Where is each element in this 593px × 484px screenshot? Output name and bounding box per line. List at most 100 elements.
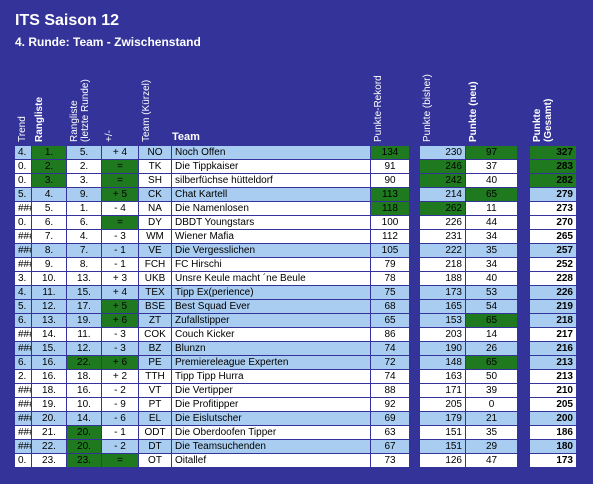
table-cell: + 3 (102, 272, 138, 285)
table-cell: Zufallstipper (172, 314, 370, 327)
table-cell: ### (15, 342, 31, 355)
table-cell: 35 (466, 244, 517, 257)
table-cell: 3. (67, 174, 101, 187)
table-cell: 1. (67, 202, 101, 215)
table-cell: 69 (371, 412, 409, 425)
table-cell: 13. (32, 314, 66, 327)
table-cell: 100 (371, 216, 409, 229)
table-cell: 88 (371, 384, 409, 397)
table-cell: Die Tippkaiser (172, 160, 370, 173)
table-cell: 40 (466, 272, 517, 285)
table-cell: - 3 (102, 230, 138, 243)
table-cell: 3. (15, 272, 31, 285)
table-cell: 231 (420, 230, 465, 243)
table-cell: 75 (371, 286, 409, 299)
table-cell: DT (139, 440, 171, 453)
table-cell: 1. (32, 146, 66, 159)
table-cell: 213 (530, 370, 576, 383)
table-cell: VT (139, 384, 171, 397)
table-cell: 5. (15, 300, 31, 313)
table-cell: 40 (466, 174, 517, 187)
table-cell: Oitallef (172, 454, 370, 467)
table-cell: 50 (466, 370, 517, 383)
table-cell: Couch Kicker (172, 328, 370, 341)
table-cell: Best Squad Ever (172, 300, 370, 313)
table-cell: DY (139, 216, 171, 229)
table-cell: 5. (15, 188, 31, 201)
table-cell: 10. (67, 398, 101, 411)
table-cell: 21 (466, 412, 517, 425)
table-cell: Wiener Mafia (172, 230, 370, 243)
table-cell: 148 (420, 356, 465, 369)
table-cell: - 1 (102, 258, 138, 271)
table-cell: 257 (530, 244, 576, 257)
table-cell: 210 (530, 384, 576, 397)
table-cell: 219 (530, 300, 576, 313)
table-cell: 228 (530, 272, 576, 285)
table-cell: + 6 (102, 314, 138, 327)
table-cell: 327 (530, 146, 576, 159)
table-cell: 14. (67, 412, 101, 425)
column-header: +/- (104, 130, 115, 142)
table-cell: 67 (371, 440, 409, 453)
column-header: Rangliste (letzte Runde) (69, 79, 91, 142)
table-cell: 15. (67, 286, 101, 299)
table-cell: 73 (371, 454, 409, 467)
table-cell: 6. (15, 314, 31, 327)
table-cell: 8. (32, 244, 66, 257)
table-cell: 163 (420, 370, 465, 383)
table-cell: 151 (420, 440, 465, 453)
table-cell: 4. (32, 188, 66, 201)
table-cell: 15. (32, 342, 66, 355)
table-cell: 19. (32, 398, 66, 411)
table-cell: TK (139, 160, 171, 173)
column-header: Punkte (bisher) (422, 74, 433, 142)
table-cell: 9. (32, 258, 66, 271)
table-cell: 23. (32, 454, 66, 467)
table-cell: CK (139, 188, 171, 201)
table-cell: 47 (466, 454, 517, 467)
table-cell: BSE (139, 300, 171, 313)
table-cell: VE (139, 244, 171, 257)
table-cell: SH (139, 174, 171, 187)
column-header: Team (172, 131, 200, 143)
table-cell: 20. (67, 440, 101, 453)
table-cell: 190 (420, 342, 465, 355)
table-cell: - 1 (102, 244, 138, 257)
table-cell: 230 (420, 146, 465, 159)
table-cell: 11. (67, 328, 101, 341)
table-cell: 0. (15, 174, 31, 187)
table-cell: ### (15, 230, 31, 243)
table-cell: 20. (67, 426, 101, 439)
table-cell: 6. (32, 216, 66, 229)
table-cell: 16. (67, 384, 101, 397)
table-cell: + 5 (102, 300, 138, 313)
table-cell: 26 (466, 342, 517, 355)
table-cell: 279 (530, 188, 576, 201)
table-cell: Die Profitipper (172, 398, 370, 411)
table-cell: 105 (371, 244, 409, 257)
table-cell: ODT (139, 426, 171, 439)
table-cell: - 2 (102, 384, 138, 397)
table-cell: 173 (420, 286, 465, 299)
table-cell: 22. (67, 356, 101, 369)
table-cell: 37 (466, 160, 517, 173)
table-cell: Tipp Ex(perience) (172, 286, 370, 299)
table-cell: 35 (466, 426, 517, 439)
table-cell: 12. (67, 342, 101, 355)
table-cell: 218 (530, 314, 576, 327)
table-cell: 4. (15, 286, 31, 299)
table-cell: 65 (371, 314, 409, 327)
table-cell: ZT (139, 314, 171, 327)
table-cell: 2. (32, 160, 66, 173)
table-cell: + 4 (102, 286, 138, 299)
table-cell: 113 (371, 188, 409, 201)
table-cell: 186 (530, 426, 576, 439)
table-cell: - 3 (102, 328, 138, 341)
table-cell: + 2 (102, 370, 138, 383)
table-cell: = (102, 216, 138, 229)
table-cell: 74 (371, 370, 409, 383)
table-cell: 34 (466, 258, 517, 271)
table-cell: 0. (15, 160, 31, 173)
